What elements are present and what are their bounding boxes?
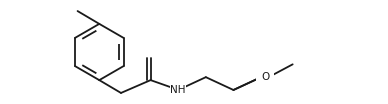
Text: NH: NH bbox=[170, 85, 186, 95]
Text: O: O bbox=[261, 72, 269, 82]
